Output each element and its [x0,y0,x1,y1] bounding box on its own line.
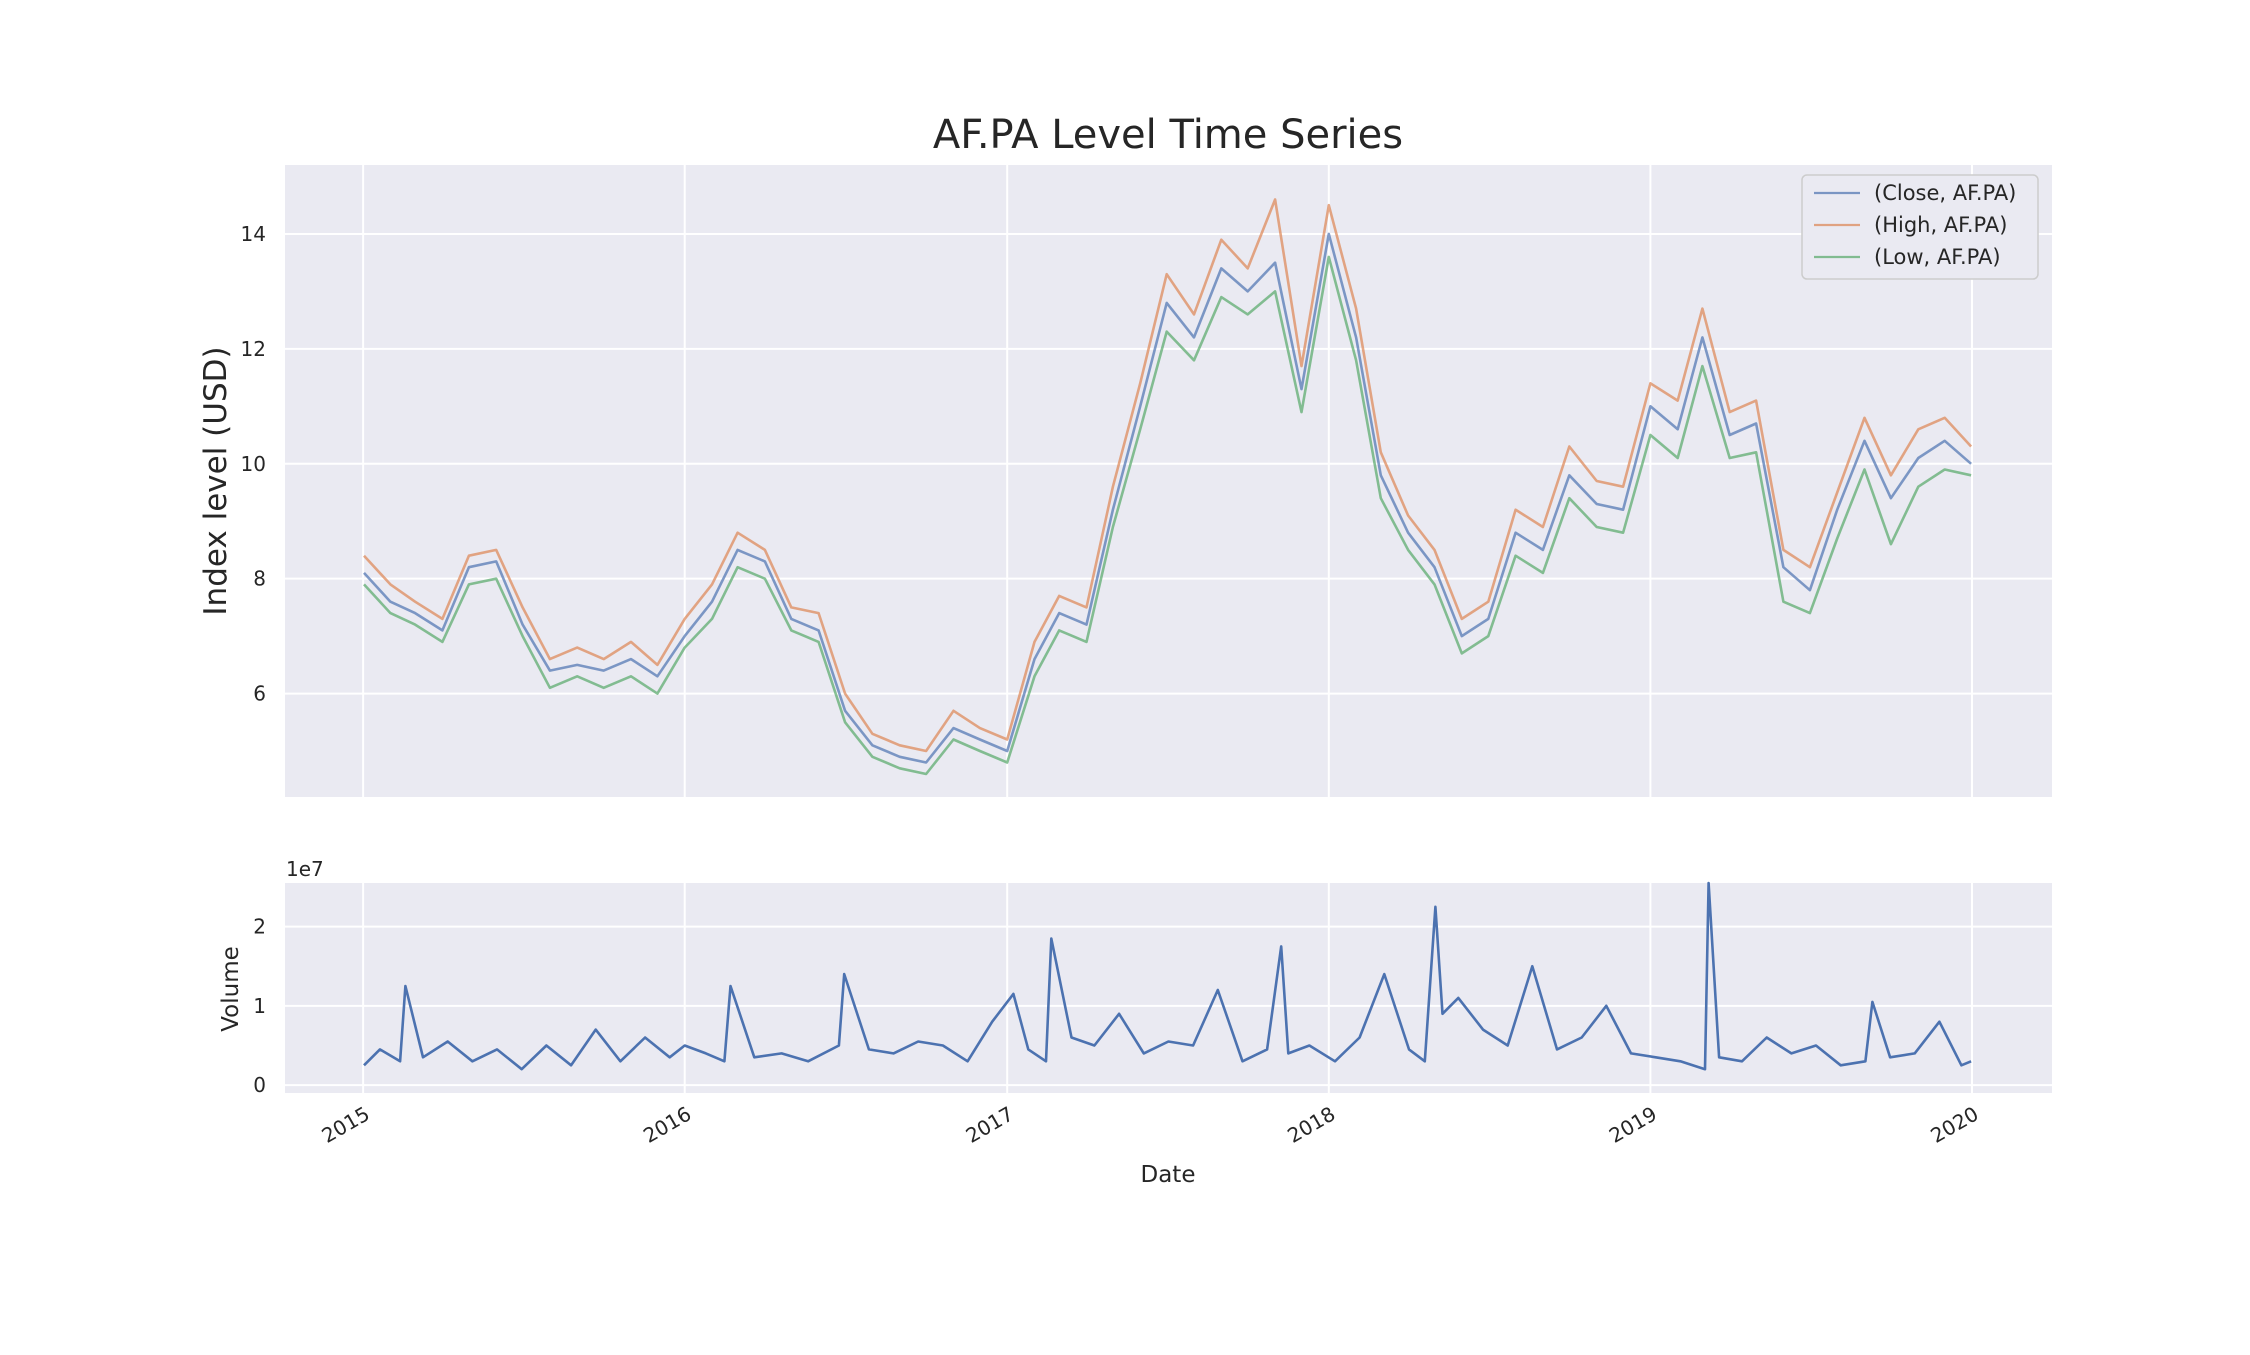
chart-title: AF.PA Level Time Series [933,112,1403,158]
price-y-axis-label: Index level (USD) [198,346,234,615]
date-x-tick-label: 2017 [962,1102,1018,1148]
date-x-tick-label: 2020 [1926,1102,1982,1148]
price-panel: 6 8 10 12 14 AF.PA Level Time Series Index l… [198,112,2052,797]
date-x-ticks: 2015 2016 2017 2018 2019 2020 [318,1102,1983,1148]
series-line-high-af-pa [363,198,1973,753]
series-line-close-af-pa [363,232,1972,764]
volume-y-tick-label: 1 [253,994,266,1018]
volume-y-tick-label: 2 [253,915,266,939]
price-y-tick-label: 12 [241,337,266,361]
date-x-axis-label: Date [1141,1162,1196,1188]
legend: (Close, AF.PA) (High, AF.PA) (Low, AF.PA… [1801,174,2039,280]
price-y-ticks: 6 8 10 12 14 [241,222,266,706]
volume-offset-label: 1e7 [286,857,324,881]
volume-panel: 012 2015 2016 2017 2018 2019 2020 1e7 Volume … [218,857,2052,1188]
date-x-tick-label: 2015 [318,1102,374,1148]
date-x-tick-label: 2018 [1283,1102,1339,1148]
price-plot-area [285,165,2052,797]
legend-box [1801,174,2039,280]
volume-grid [285,883,2052,1093]
date-x-tick-label: 2016 [639,1102,695,1148]
price-series-group [363,198,1973,776]
price-y-tick-label: 8 [253,567,266,591]
volume-plot-area [285,883,2052,1093]
price-y-tick-label: 6 [253,682,266,706]
series-line-low-af-pa [363,255,1972,776]
date-x-tick-label: 2019 [1605,1102,1661,1148]
legend-label-high: (High, AF.PA) [1874,213,2007,237]
volume-y-ticks: 0 1 2 [253,915,266,1097]
legend-label-low: (Low, AF.PA) [1874,245,2001,269]
volume-line [363,881,1972,1071]
price-y-tick-label: 14 [241,222,266,246]
legend-label-close: (Close, AF.PA) [1874,181,2016,205]
volume-series-group [363,881,1972,1071]
volume-y-tick-label: 0 [253,1073,266,1097]
price-y-tick-label: 10 [241,452,266,476]
volume-y-axis-label: Volume [218,946,244,1032]
